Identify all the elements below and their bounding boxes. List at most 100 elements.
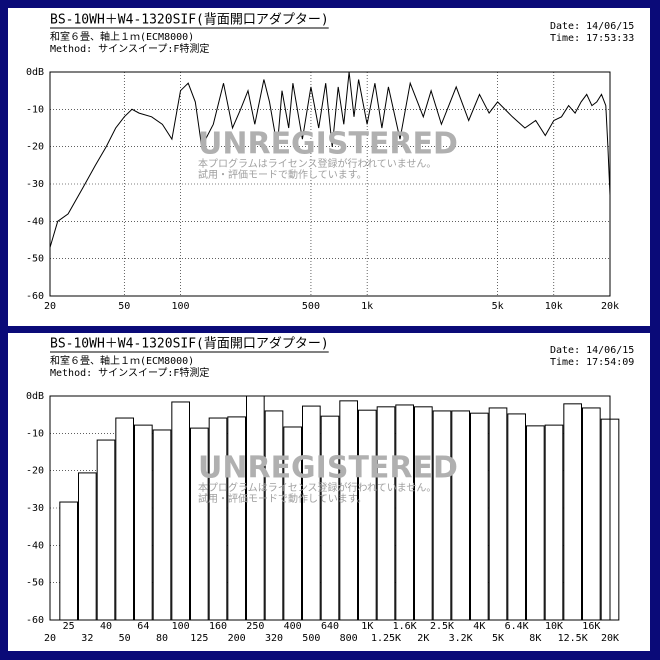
y-tick-label: -40 [26,216,44,227]
method: Method: サインスイープ:F特測定 [50,366,209,379]
bar [115,417,135,621]
x-tick-label: 160 [209,621,227,632]
bar [246,395,265,621]
subtitle: 和室６畳、軸上１ｍ(ECM8000) [50,30,194,43]
x-tick-label: 16K [582,621,600,632]
y-tick-label: -10 [26,104,44,115]
bar [152,429,172,621]
y-tick-label: -30 [26,503,44,514]
bar [227,416,246,621]
x-tick-label: 6.4K [505,621,529,632]
x-tick-label: 50 [119,633,131,644]
y-tick-label: -50 [26,254,44,265]
watermark-note: 本プログラムはライセンス登録が行われていません。 [198,157,436,170]
x-tick-label: 10k [545,301,563,312]
x-tick-label: 2.5K [430,621,454,632]
x-tick-label: 100 [171,301,189,312]
plot-frame [49,395,611,621]
time: Time: 17:54:09 [550,357,634,368]
chart-title: BS-10WH＋W4-1320SIF(背面開口アダプター) [50,337,329,352]
bar [302,405,321,621]
bar [507,413,527,621]
x-tick-label: 50 [118,301,130,312]
x-tick-label: 2K [417,633,429,644]
x-tick-label: 5k [492,301,504,312]
y-tick-label: -20 [26,142,44,153]
bar [208,417,228,621]
y-tick-label: 0dB [26,67,44,78]
x-tick-label: 3.2K [449,633,473,644]
x-tick-label: 400 [284,621,302,632]
bar [376,406,396,621]
response-line [49,71,611,248]
bar [470,412,489,621]
date: Date: 14/06/15 [550,21,634,32]
watermark: UNREGISTERED [198,127,458,162]
time: Time: 17:53:33 [550,33,634,44]
bar [488,407,508,621]
x-tick-label: 25 [63,621,75,632]
y-tick-label: -60 [26,615,44,626]
y-tick-label: -50 [26,578,44,589]
watermark-note: 試用・評価モードで動作しています。 [198,492,367,505]
bar [320,415,340,621]
x-tick-label: 500 [302,301,320,312]
x-tick-label: 100 [172,621,190,632]
watermark-note: 試用・評価モードで動作しています。 [198,168,367,181]
x-tick-label: 250 [246,621,264,632]
x-tick-label: 200 [228,633,246,644]
x-tick-label: 125 [190,633,208,644]
x-tick-label: 64 [137,621,149,632]
watermark-note: 本プログラムはライセンス登録が行われていません。 [198,481,436,494]
bar [134,424,153,621]
watermark: UNREGISTERED [198,451,458,486]
y-tick-label: 0dB [26,391,44,402]
x-tick-label: 5K [492,633,504,644]
bar [582,407,601,621]
bar [544,424,564,621]
bar [96,439,116,621]
x-tick-label: 20 [44,301,56,312]
x-tick-label: 10K [545,621,563,632]
x-tick-label: 320 [265,633,283,644]
y-tick-label: -30 [26,179,44,190]
x-tick-label: 1k [361,301,373,312]
bar [358,409,377,621]
panel [8,8,650,326]
x-tick-label: 20 [44,633,56,644]
x-tick-label: 20k [601,301,619,312]
x-tick-label: 80 [156,633,168,644]
bar [264,410,284,621]
bar [339,400,359,621]
method: Method: サインスイープ:F特測定 [50,42,209,55]
bar [451,410,471,621]
x-tick-label: 40 [100,621,112,632]
x-tick-label: 640 [321,621,339,632]
x-tick-label: 12.5K [558,633,588,644]
bar [432,410,452,621]
x-tick-label: 500 [302,633,320,644]
x-tick-label: 4K [473,621,485,632]
x-tick-label: 8K [529,633,541,644]
x-tick-label: 20K [601,633,619,644]
x-tick-label: 1.25K [371,633,401,644]
bar [526,425,545,621]
date: Date: 14/06/15 [550,345,634,356]
y-tick-label: -60 [26,291,44,302]
x-tick-label: 1K [361,621,373,632]
bar [59,501,78,621]
y-tick-label: -20 [26,466,44,477]
chart-title: BS-10WH＋W4-1320SIF(背面開口アダプター) [50,13,329,28]
y-tick-label: -40 [26,540,44,551]
plot-frame [49,71,611,297]
bar [78,472,97,621]
y-tick-label: -10 [26,428,44,439]
x-tick-label: 1.6K [393,621,417,632]
bar [414,406,433,621]
x-tick-label: 32 [81,633,93,644]
bar [563,403,582,621]
x-tick-label: 800 [340,633,358,644]
subtitle: 和室６畳、軸上１ｍ(ECM8000) [50,354,194,367]
bar [171,401,190,621]
